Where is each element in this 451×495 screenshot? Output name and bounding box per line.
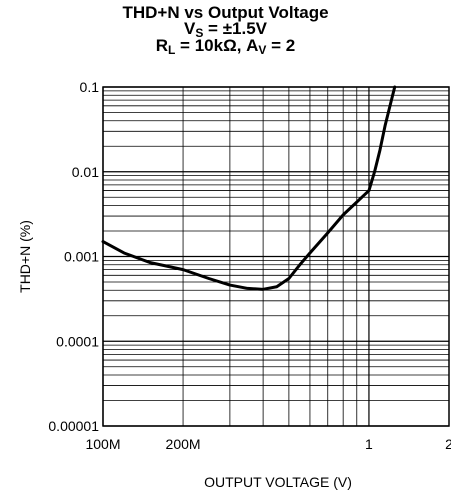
- x-tick-label: 200M: [166, 436, 201, 452]
- y-tick-label: 0.0001: [56, 333, 99, 349]
- x-tick-labels: 100M 200M 1 2: [85, 436, 451, 452]
- x-tick-label: 1: [365, 436, 373, 452]
- y-tick-label: 0.1: [80, 79, 100, 95]
- chart-title-line3: RL = 10kΩ, AV = 2: [155, 36, 296, 57]
- plot-frame: [102, 86, 450, 427]
- y-tick-label: 0.001: [64, 249, 99, 265]
- y-tick-label: 0.00001: [48, 418, 99, 434]
- x-tick-label: 2: [445, 436, 451, 452]
- y-axis-label: THD+N (%): [17, 220, 33, 293]
- x-axis-label: OUTPUT VOLTAGE (V): [204, 474, 352, 490]
- y-tick-label: 0.01: [72, 164, 99, 180]
- chart-title-line1: THD+N vs Output Voltage: [122, 3, 329, 22]
- x-tick-label: 100M: [85, 436, 120, 452]
- series-layer: [101, 85, 397, 291]
- thdn-series-line: [101, 85, 397, 291]
- y-tick-labels: 0.1 0.01 0.001 0.0001 0.00001: [48, 79, 99, 434]
- chart-title-line2: VS = ±1.5V: [183, 19, 268, 40]
